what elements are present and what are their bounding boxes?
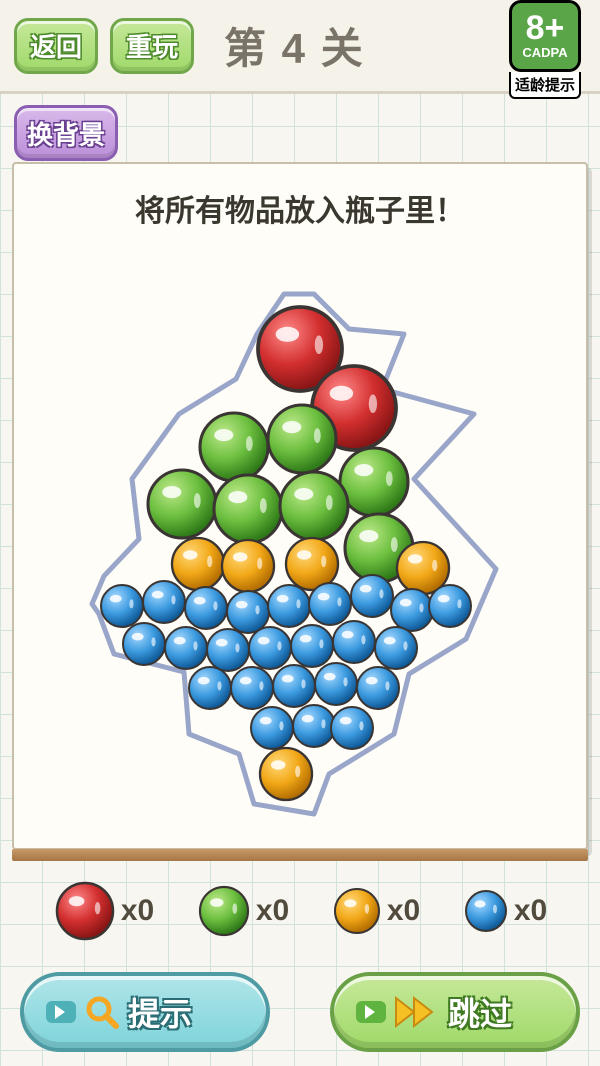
counter-value: x0 — [256, 894, 289, 928]
blue-ball[interactable] — [291, 625, 333, 667]
green-ball[interactable] — [200, 887, 248, 935]
change-bg-button[interactable]: 换背景 — [14, 105, 118, 161]
blue-ball[interactable] — [357, 667, 399, 709]
counter-value: x0 — [387, 894, 420, 928]
blue-ball[interactable] — [375, 627, 417, 669]
blue-ball[interactable] — [207, 629, 249, 671]
blue-ball[interactable] — [315, 663, 357, 705]
counter-blue: x0 — [462, 887, 547, 935]
fastforward-icon — [394, 994, 440, 1030]
blue-ball[interactable] — [466, 891, 506, 931]
blue-ball[interactable] — [309, 583, 351, 625]
age-rating: 8+ CADPA 适龄提示 — [504, 0, 586, 110]
red-ball[interactable] — [57, 883, 113, 939]
blue-ball[interactable] — [331, 707, 373, 749]
orange-ball[interactable] — [172, 538, 224, 590]
hint-label: 提示 — [128, 989, 192, 1035]
blue-ball[interactable] — [268, 585, 310, 627]
blue-ball[interactable] — [143, 581, 185, 623]
blue-ball[interactable] — [165, 627, 207, 669]
blue-ball[interactable] — [249, 627, 291, 669]
blue-ball[interactable] — [293, 705, 335, 747]
orange-ball[interactable] — [260, 748, 312, 800]
green-ball[interactable] — [280, 472, 348, 540]
video-icon — [46, 1001, 76, 1023]
back-button[interactable]: 返回 — [14, 18, 98, 74]
blue-ball[interactable] — [273, 665, 315, 707]
blue-ball[interactable] — [123, 623, 165, 665]
skip-button[interactable]: 跳过 — [330, 972, 580, 1052]
replay-button[interactable]: 重玩 — [110, 18, 194, 74]
skip-label: 跳过 — [448, 989, 512, 1035]
video-icon — [356, 1001, 386, 1023]
counter-value: x0 — [514, 894, 547, 928]
blue-ball[interactable] — [189, 667, 231, 709]
level-title: 第 4 关 — [224, 15, 365, 76]
magnify-icon — [84, 994, 120, 1030]
counter-red: x0 — [53, 879, 154, 943]
rating-sub: CADPA — [522, 45, 567, 60]
orange-ball[interactable] — [335, 889, 379, 933]
counter-value: x0 — [121, 894, 154, 928]
blue-ball[interactable] — [251, 707, 293, 749]
counter-row: x0 x0 x0 x0 — [12, 870, 588, 952]
top-bar: 返回 重玩 第 4 关 8+ CADPA 适龄提示 — [0, 0, 600, 94]
blue-ball[interactable] — [231, 667, 273, 709]
hint-button[interactable]: 提示 — [20, 972, 270, 1052]
blue-ball[interactable] — [185, 587, 227, 629]
rating-number: 8+ — [526, 11, 565, 45]
green-ball[interactable] — [340, 448, 408, 516]
green-ball[interactable] — [200, 413, 268, 481]
counter-green: x0 — [196, 883, 289, 939]
rating-label: 适龄提示 — [509, 72, 581, 99]
game-paper: 将所有物品放入瓶子里！ — [12, 162, 588, 850]
instruction-text: 将所有物品放入瓶子里！ — [14, 186, 586, 230]
orange-ball[interactable] — [222, 540, 274, 592]
game-area[interactable] — [14, 234, 586, 848]
green-ball[interactable] — [148, 470, 216, 538]
bottom-bar: 提示 跳过 — [20, 972, 580, 1052]
blue-ball[interactable] — [429, 585, 471, 627]
blue-ball[interactable] — [391, 589, 433, 631]
wood-shelf — [12, 849, 588, 861]
blue-ball[interactable] — [333, 621, 375, 663]
blue-ball[interactable] — [227, 591, 269, 633]
blue-ball[interactable] — [101, 585, 143, 627]
green-ball[interactable] — [214, 475, 282, 543]
green-ball[interactable] — [268, 405, 336, 473]
blue-ball[interactable] — [351, 575, 393, 617]
counter-orange: x0 — [331, 885, 420, 937]
